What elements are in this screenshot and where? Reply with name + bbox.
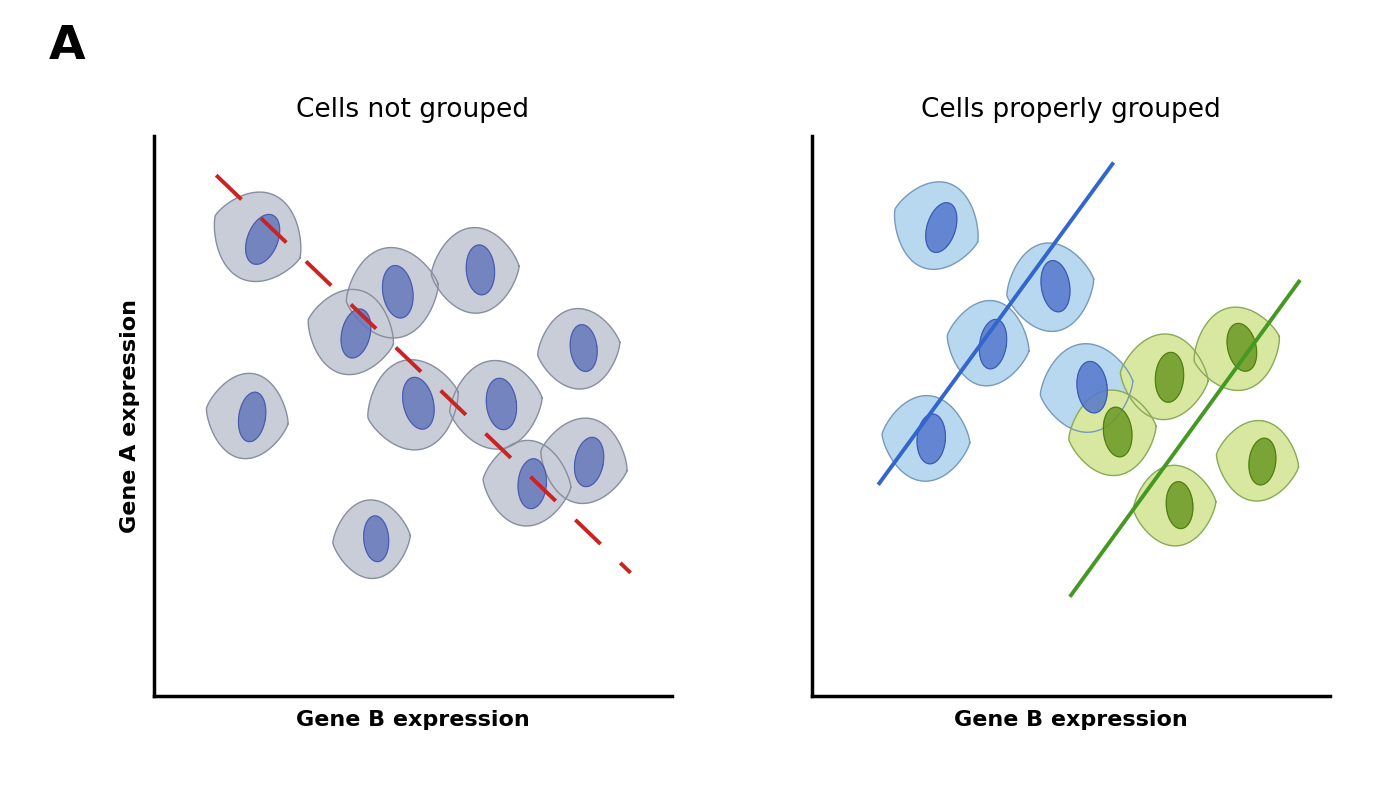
Polygon shape bbox=[1077, 362, 1107, 413]
Polygon shape bbox=[540, 418, 627, 503]
Polygon shape bbox=[1155, 352, 1183, 402]
Polygon shape bbox=[308, 290, 393, 374]
Polygon shape bbox=[1217, 421, 1299, 501]
Polygon shape bbox=[917, 414, 945, 464]
Text: A: A bbox=[49, 24, 85, 69]
Polygon shape bbox=[518, 458, 546, 509]
Title: Cells properly grouped: Cells properly grouped bbox=[921, 97, 1221, 122]
Polygon shape bbox=[483, 440, 571, 526]
Polygon shape bbox=[1068, 390, 1156, 475]
Polygon shape bbox=[368, 360, 458, 450]
Polygon shape bbox=[449, 361, 542, 449]
Polygon shape bbox=[238, 392, 266, 442]
Polygon shape bbox=[980, 319, 1007, 369]
Polygon shape bbox=[1040, 344, 1133, 432]
Polygon shape bbox=[1194, 307, 1280, 390]
Polygon shape bbox=[925, 202, 956, 253]
X-axis label: Gene B expression: Gene B expression bbox=[955, 710, 1187, 730]
Polygon shape bbox=[333, 500, 410, 578]
Title: Cells not grouped: Cells not grouped bbox=[297, 97, 529, 122]
Polygon shape bbox=[538, 309, 620, 389]
Polygon shape bbox=[486, 378, 517, 430]
Polygon shape bbox=[214, 192, 301, 282]
Polygon shape bbox=[948, 301, 1029, 386]
Y-axis label: Gene A expression: Gene A expression bbox=[120, 299, 140, 533]
Polygon shape bbox=[466, 245, 494, 295]
Polygon shape bbox=[895, 182, 979, 270]
Polygon shape bbox=[245, 214, 280, 264]
Polygon shape bbox=[570, 325, 598, 371]
Polygon shape bbox=[882, 395, 970, 482]
Polygon shape bbox=[1103, 407, 1133, 457]
Polygon shape bbox=[364, 516, 389, 562]
Polygon shape bbox=[1120, 334, 1208, 420]
Polygon shape bbox=[1166, 482, 1193, 529]
Polygon shape bbox=[382, 266, 413, 318]
Polygon shape bbox=[1042, 261, 1070, 312]
Polygon shape bbox=[1249, 438, 1275, 485]
Polygon shape bbox=[1007, 243, 1093, 331]
Polygon shape bbox=[346, 247, 438, 338]
Polygon shape bbox=[431, 227, 519, 314]
Polygon shape bbox=[342, 309, 371, 358]
Polygon shape bbox=[1226, 323, 1257, 371]
Polygon shape bbox=[206, 374, 288, 458]
Polygon shape bbox=[403, 378, 434, 429]
Polygon shape bbox=[1134, 466, 1215, 546]
Polygon shape bbox=[574, 438, 603, 486]
X-axis label: Gene B expression: Gene B expression bbox=[297, 710, 529, 730]
